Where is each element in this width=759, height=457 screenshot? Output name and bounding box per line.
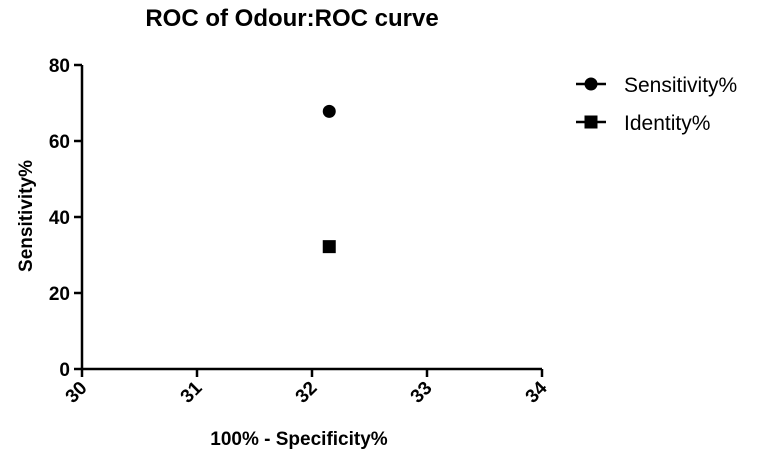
- x-axis-title: 100% - Specificity%: [210, 429, 388, 450]
- y-tick-label: 20: [49, 284, 70, 305]
- legend-marker-identity: [584, 115, 598, 129]
- data-point-sensitivity: [322, 104, 336, 118]
- data-point-identity: [322, 240, 336, 254]
- x-tick-label: 33: [407, 378, 437, 408]
- plot-area: 0 20 40 60 80 30 31 32 33 34: [49, 56, 552, 407]
- chart-title: ROC of Odour:ROC curve: [145, 5, 438, 32]
- y-tick-label: 40: [49, 208, 70, 229]
- y-axis-title: Sensitivity%: [16, 160, 37, 272]
- x-tick-label: 30: [62, 378, 92, 408]
- x-tick-label: 32: [292, 378, 322, 408]
- y-tick-label: 0: [59, 360, 70, 381]
- y-tick-label: 60: [49, 132, 70, 153]
- legend: Sensitivity% Identity%: [576, 74, 737, 135]
- legend-label-identity: Identity%: [624, 112, 710, 135]
- x-tick-label: 34: [522, 377, 552, 407]
- legend-marker-sensitivity: [584, 77, 598, 91]
- y-tick-label: 80: [49, 56, 70, 77]
- x-tick-label: 31: [177, 377, 207, 407]
- legend-label-sensitivity: Sensitivity%: [624, 74, 737, 97]
